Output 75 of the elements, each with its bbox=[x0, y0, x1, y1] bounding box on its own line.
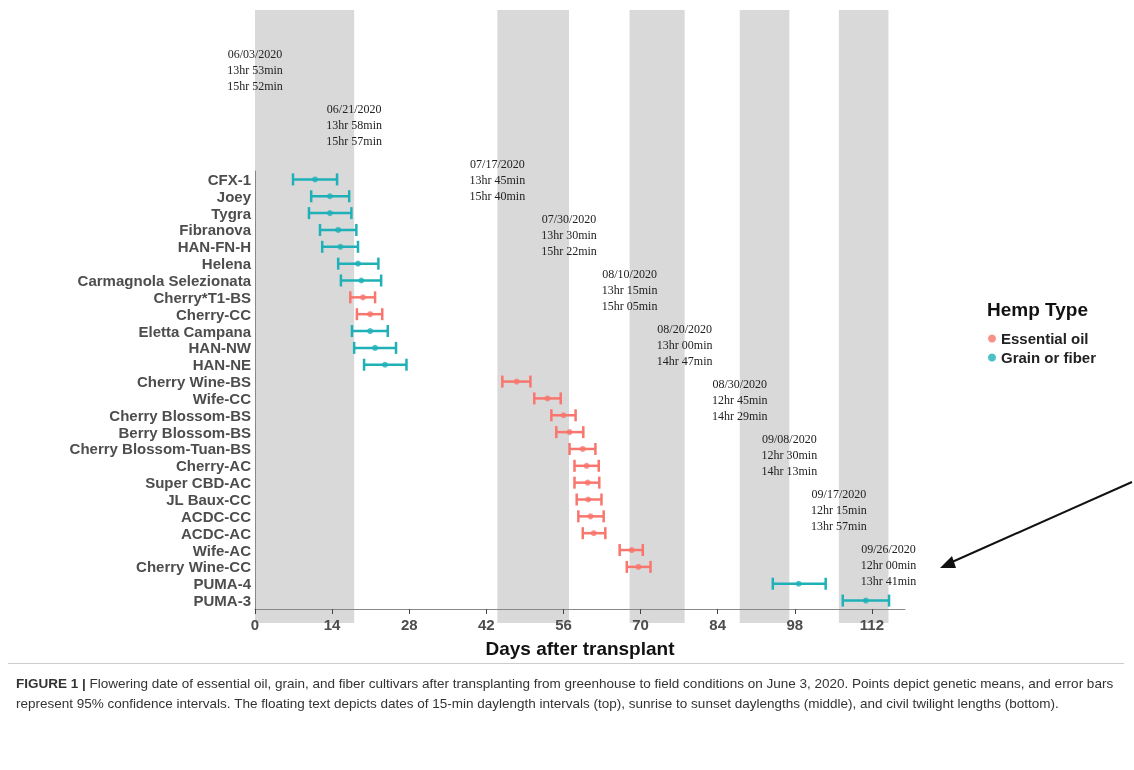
point bbox=[355, 260, 362, 267]
caption: FIGURE 1 | Flowering date of essential oil, grain, and fiber cultivars after transplanting from greenhouse to field conditions on June 3, 2020. Points depict genetic means, and error bars represent 95% confidence intervals. The floating text depicts dates of 15-min daylength intervals (top), sunrise to sunset daylengths (middle), and civil twilight lengths (bottom). bbox=[8, 663, 1124, 714]
y-tick-label: PUMA-3 bbox=[193, 592, 251, 610]
annotation: 09/17/2020 12hr 15min 13hr 57min bbox=[811, 487, 867, 533]
x-tick-label: 28 bbox=[400, 616, 418, 633]
y-tick-label: CFX-1 bbox=[207, 170, 251, 188]
point bbox=[583, 462, 590, 469]
point bbox=[585, 496, 592, 503]
point bbox=[628, 547, 635, 554]
y-tick-label: Fibranova bbox=[179, 221, 252, 239]
y-tick-label: HAN-NW bbox=[188, 339, 252, 357]
y-tick-label: Tygra bbox=[211, 204, 252, 222]
y-tick-label: HAN-FN-H bbox=[177, 238, 251, 256]
y-tick-label: JL Baux-CC bbox=[166, 491, 252, 508]
point bbox=[590, 530, 597, 537]
point bbox=[372, 344, 379, 351]
point bbox=[382, 361, 388, 368]
point bbox=[326, 210, 333, 217]
annotation: 08/20/2020 13hr 00min 14hr 47min bbox=[656, 322, 713, 368]
point bbox=[367, 311, 374, 318]
legend-title: Hemp Type bbox=[987, 299, 1089, 320]
point bbox=[326, 193, 333, 200]
y-tick-label: ACDC-AC bbox=[181, 524, 252, 542]
point bbox=[584, 479, 591, 486]
point bbox=[635, 563, 642, 570]
point bbox=[312, 176, 319, 183]
y-tick-label: Helena bbox=[201, 255, 252, 273]
y-tick-label: Cherry Blossom-Tuan-BS bbox=[69, 440, 251, 458]
point bbox=[367, 328, 374, 335]
point bbox=[544, 395, 551, 402]
x-tick-label: 56 bbox=[555, 616, 572, 633]
y-tick-label: Berry Blossom-BS bbox=[118, 423, 251, 441]
y-tick-label: Cherry Wine-CC bbox=[136, 558, 252, 576]
point bbox=[579, 445, 586, 452]
y-tick-label: Cherry-AC bbox=[175, 457, 252, 475]
y-tick-label: Cherry*T1-BS bbox=[153, 288, 251, 306]
y-tick-label: PUMA-4 bbox=[193, 575, 252, 593]
annotation: 09/26/2020 12hr 00min 13hr 41min bbox=[860, 542, 917, 588]
x-tick-label: 42 bbox=[478, 616, 495, 633]
y-tick-label: HAN-NE bbox=[192, 356, 251, 374]
point bbox=[335, 226, 342, 233]
y-tick-label: ACDC-CC bbox=[181, 507, 252, 525]
point bbox=[862, 597, 869, 604]
point bbox=[566, 429, 573, 436]
y-tick-label: Carmagnola Selezionata bbox=[77, 272, 252, 289]
x-tick-label: 112 bbox=[859, 616, 885, 633]
annotation: 06/21/2020 13hr 58min 15hr 57min bbox=[326, 102, 382, 148]
annotation: 08/10/2020 13hr 15min 15hr 05min bbox=[601, 267, 658, 313]
x-tick-label: 84 bbox=[709, 616, 727, 633]
x-tick-label: 0 bbox=[250, 616, 260, 633]
annotation: 08/30/2020 12hr 45min 14hr 29min bbox=[711, 377, 768, 423]
y-tick-label: Cherry Blossom-BS bbox=[109, 406, 251, 424]
annotation: 09/08/2020 12hr 30min 14hr 13min bbox=[761, 432, 818, 478]
y-tick-label: Cherry Wine-BS bbox=[136, 373, 251, 391]
x-tick-label: 98 bbox=[786, 616, 804, 633]
point bbox=[587, 513, 594, 520]
x-axis-title: Days after transplant bbox=[485, 638, 676, 659]
y-tick-label: Joey bbox=[216, 187, 252, 205]
x-tick-label: 70 bbox=[632, 616, 649, 633]
y-tick-label: Eletta Campana bbox=[138, 322, 252, 340]
point bbox=[337, 243, 344, 250]
annotation: 07/17/2020 13hr 45min 15hr 40min bbox=[469, 157, 526, 203]
point bbox=[795, 580, 802, 587]
point bbox=[359, 294, 366, 301]
x-tick-label: 14 bbox=[323, 616, 342, 633]
point bbox=[560, 412, 567, 419]
legend-label: Essential oil bbox=[1000, 330, 1089, 347]
point bbox=[513, 378, 520, 385]
y-tick-label: Super CBD-AC bbox=[145, 474, 252, 492]
annotation: 07/30/2020 13hr 30min 15hr 22min bbox=[541, 212, 597, 258]
y-tick-label: Cherry-CC bbox=[175, 305, 252, 323]
legend-label: Grain or fiber bbox=[1000, 349, 1097, 366]
annotation: 06/03/2020 13hr 53min 15hr 52min bbox=[227, 47, 283, 93]
y-tick-label: Wife-AC bbox=[192, 541, 252, 559]
y-tick-label: Wife-CC bbox=[192, 389, 252, 407]
